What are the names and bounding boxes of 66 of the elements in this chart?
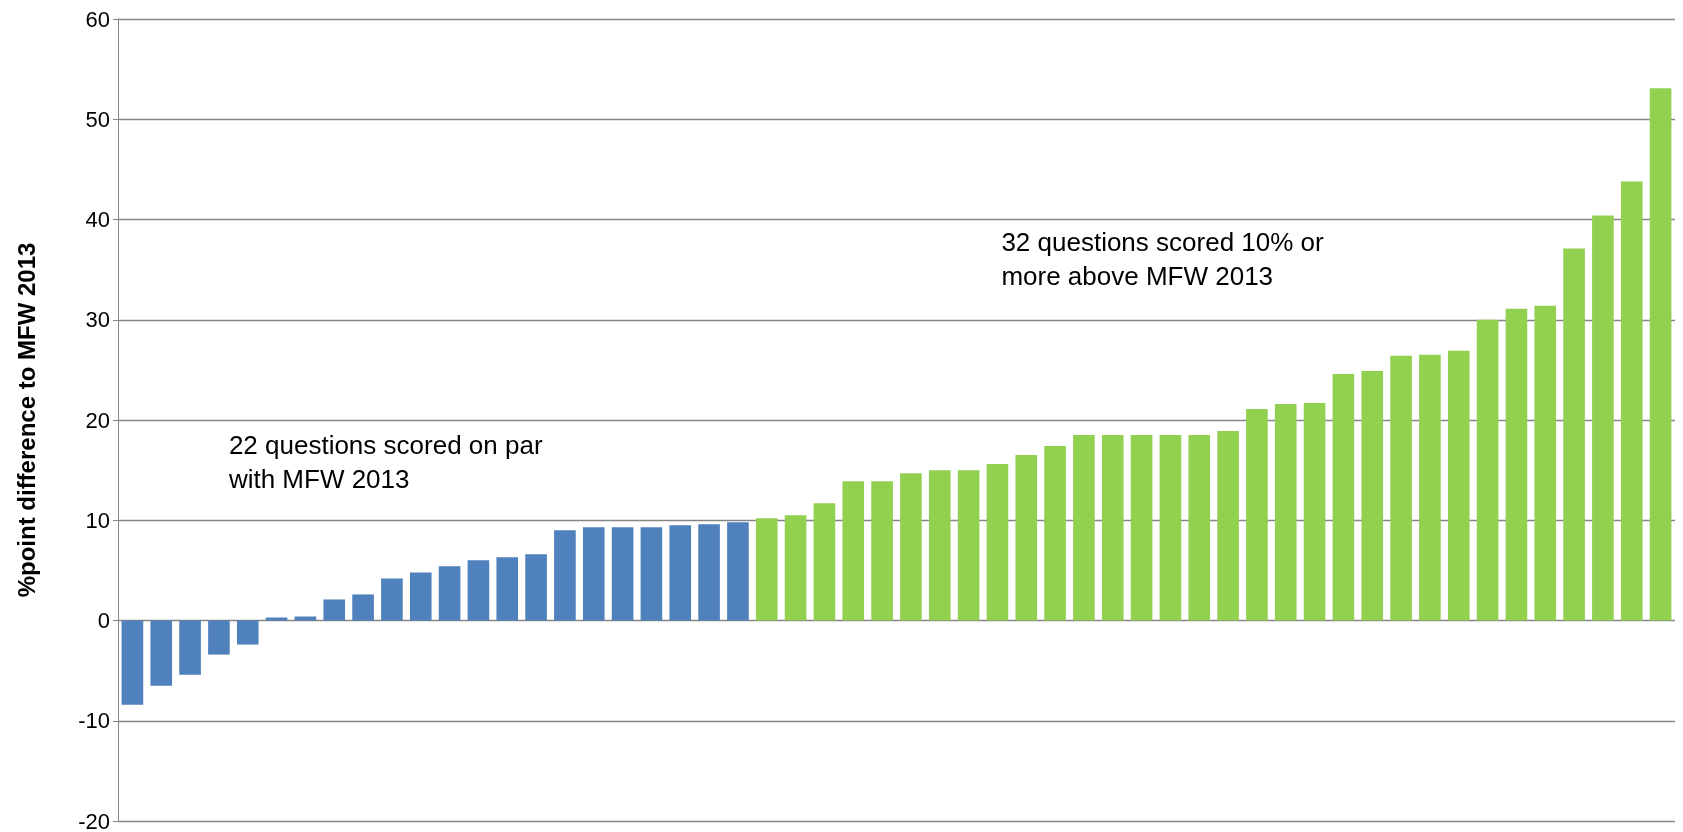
bar [611, 527, 634, 621]
bar [1649, 88, 1672, 621]
bar [1592, 215, 1614, 621]
bar [179, 620, 201, 675]
y-tick-label: 20 [85, 407, 110, 433]
bar [1303, 402, 1326, 621]
y-tick-label: 50 [85, 106, 110, 132]
bar [1044, 446, 1066, 621]
bar [236, 620, 259, 645]
bar [1246, 408, 1268, 621]
y-tick-label: 40 [85, 207, 110, 232]
bar [554, 530, 576, 621]
bar [900, 473, 922, 621]
bar [1390, 355, 1412, 621]
bar [1130, 435, 1153, 621]
y-tick-label: 30 [85, 307, 110, 333]
bar [1505, 308, 1528, 621]
bar [294, 616, 317, 621]
bar [121, 620, 144, 705]
bar [1476, 319, 1499, 621]
bar [957, 470, 980, 621]
bar [813, 503, 836, 621]
bar [525, 554, 547, 621]
bar [871, 481, 893, 621]
bar [1188, 435, 1211, 621]
bar [698, 524, 720, 621]
bar [1447, 350, 1470, 621]
bar [1073, 435, 1095, 621]
bar [352, 594, 374, 621]
annotation: 32 questions scored 10% or more above MFW 2013 [1001, 226, 1331, 291]
bar [669, 525, 692, 621]
bar [1274, 403, 1297, 621]
y-tick-label: -10 [78, 708, 110, 734]
bar [1217, 431, 1239, 621]
bar [640, 527, 663, 621]
bar [381, 578, 403, 621]
bar [928, 470, 951, 621]
bar [1534, 305, 1557, 621]
bar [265, 617, 288, 621]
bar [1159, 435, 1182, 621]
bar [986, 464, 1009, 621]
y-tick-label: 60 [85, 6, 110, 32]
bar [409, 572, 432, 621]
bar [467, 560, 490, 621]
y-tick-label: -20 [78, 808, 110, 832]
bar [1620, 181, 1643, 621]
bar [842, 481, 865, 621]
y-tick-label: 10 [85, 507, 110, 533]
annotation: 22 questions scored on par with MFW 2013 [227, 430, 550, 495]
bar [1101, 435, 1124, 621]
bar [323, 599, 346, 621]
bar [727, 522, 749, 621]
y-tick-label: 0 [97, 608, 110, 633]
bar [1361, 370, 1384, 621]
bar [496, 557, 519, 621]
bar [755, 518, 778, 621]
bar [582, 527, 605, 621]
bar [208, 620, 230, 655]
bar [438, 566, 461, 621]
y-axis-title: %point difference to MFW 2013 [12, 242, 40, 598]
bar [1563, 248, 1585, 621]
bar [1332, 373, 1355, 621]
bar [784, 515, 807, 621]
bar [1419, 354, 1441, 621]
bar [150, 620, 173, 686]
bar [1015, 455, 1038, 621]
